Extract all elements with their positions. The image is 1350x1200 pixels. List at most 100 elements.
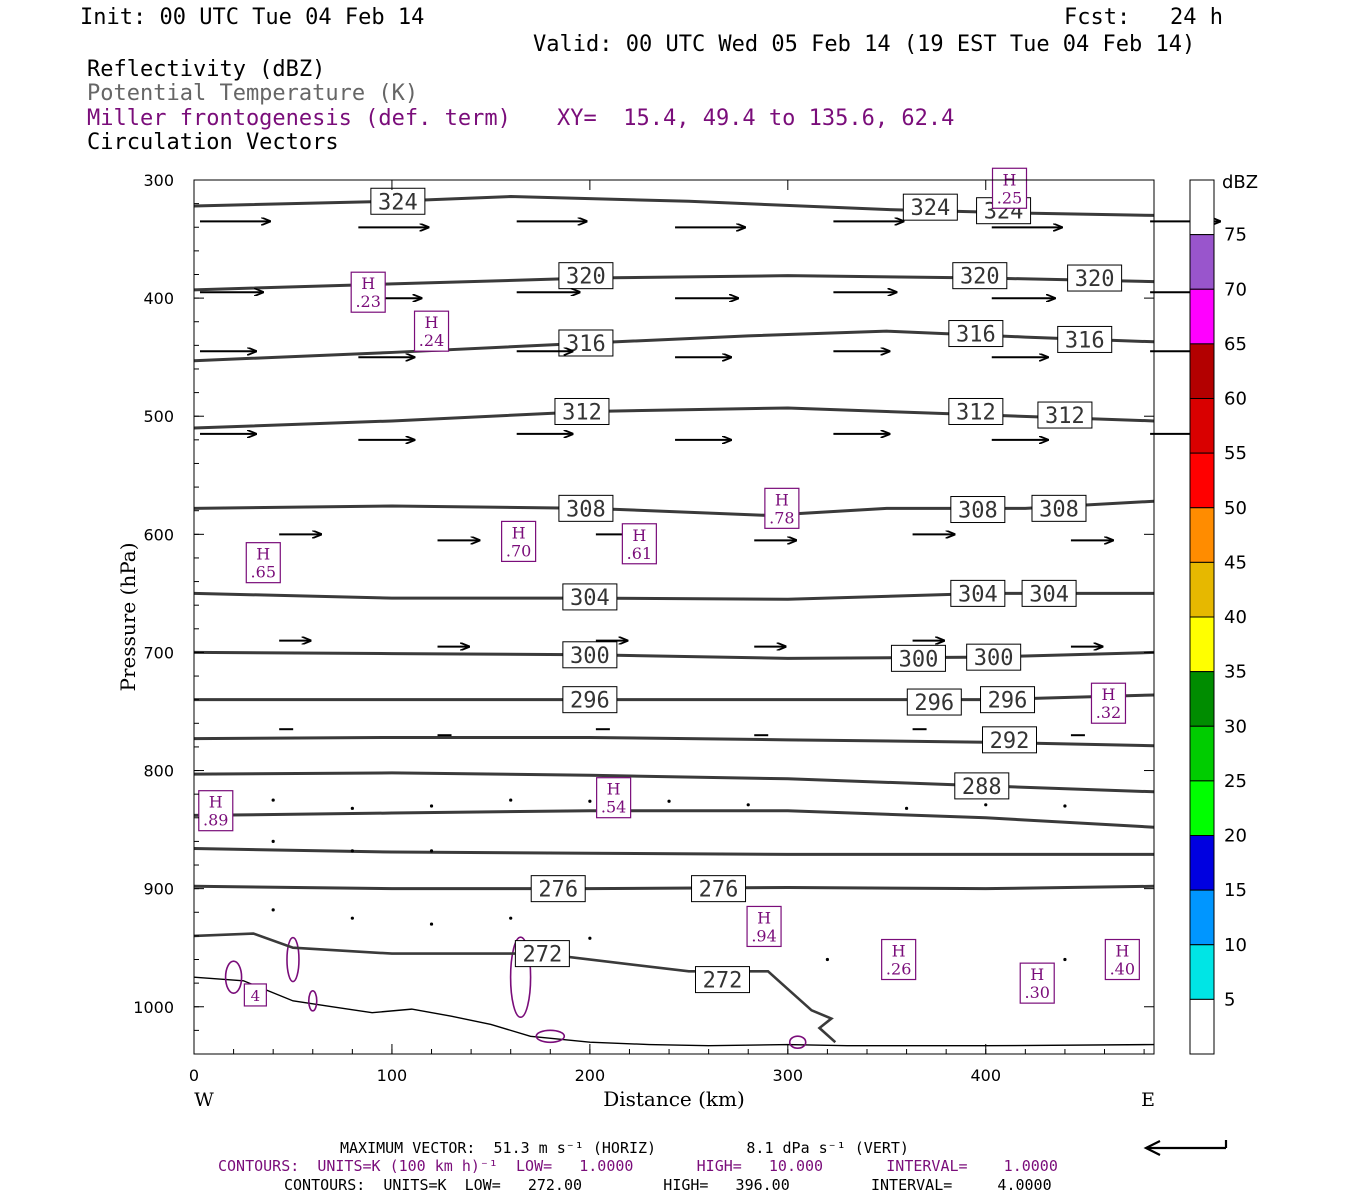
frontogenesis-max-value: .25 bbox=[997, 188, 1022, 207]
legend-title: dBZ bbox=[1222, 172, 1258, 193]
theta-label: 312 bbox=[1045, 404, 1085, 429]
frontogenesis-max-marker: H bbox=[512, 523, 526, 542]
field-reflectivity: Reflectivity (dBZ) bbox=[87, 57, 326, 82]
legend-level-label: 20 bbox=[1224, 826, 1247, 847]
circulation-vector-dot bbox=[1063, 957, 1067, 962]
theta-label: 320 bbox=[566, 265, 606, 290]
circulation-vector-dot bbox=[350, 806, 354, 810]
frontogenesis-max-marker: H bbox=[775, 490, 789, 509]
frontogenesis-label: 4 bbox=[251, 987, 261, 1005]
y-tick-label: 1000 bbox=[133, 998, 174, 1017]
theta-contour-320 bbox=[193, 274, 1155, 292]
frontogenesis-max-box bbox=[413, 310, 450, 352]
theta-label-box bbox=[948, 397, 1004, 425]
theta-label-box bbox=[691, 875, 747, 903]
frontogenesis-max-value: .54 bbox=[601, 798, 626, 817]
legend-level-label: 35 bbox=[1224, 662, 1247, 683]
theta-label: 304 bbox=[958, 582, 998, 607]
theta-label-box bbox=[558, 262, 614, 290]
circulation-vector-dot bbox=[1063, 804, 1067, 808]
circulation-vector-dot bbox=[271, 908, 275, 912]
x-tick-label: 100 bbox=[377, 1066, 408, 1085]
frontogenesis-max-value: .23 bbox=[355, 292, 380, 311]
circulation-vector-dot bbox=[588, 799, 592, 803]
theta-label-box bbox=[554, 397, 610, 425]
theta-contour-284 bbox=[193, 809, 1155, 829]
frontogenesis-max-box bbox=[991, 167, 1028, 209]
theta-label: 316 bbox=[1065, 328, 1105, 353]
theta-label-box bbox=[950, 496, 1006, 524]
x-tick-label: 400 bbox=[970, 1066, 1001, 1085]
theta-contour-304 bbox=[193, 591, 1154, 601]
theta-label: 320 bbox=[960, 265, 1000, 290]
frontogenesis-max-value: .24 bbox=[419, 331, 444, 350]
frontogenesis-max-value: .89 bbox=[203, 811, 228, 830]
circulation-vector-dot bbox=[509, 916, 513, 920]
frontogenesis-label-box bbox=[243, 983, 267, 1007]
frontogenesis-max-box bbox=[596, 777, 632, 819]
theta-label: 308 bbox=[566, 497, 606, 522]
frontogenesis-max-marker: H bbox=[425, 313, 439, 332]
legend-swatch bbox=[1189, 398, 1215, 454]
theta-label-box bbox=[562, 583, 618, 611]
frontogenesis-max-box bbox=[501, 520, 537, 563]
y-tick-label: 800 bbox=[143, 762, 174, 781]
theta-label-box bbox=[562, 641, 618, 669]
frontogenesis-max-marker: H bbox=[632, 526, 646, 545]
theta-label-box bbox=[558, 494, 614, 522]
theta-label: 304 bbox=[1029, 582, 1069, 607]
theta-contour-note: CONTOURS: UNITS=K LOW= 272.00 HIGH= 396.… bbox=[284, 1176, 1052, 1194]
frontogenesis-max-marker: H bbox=[892, 942, 906, 961]
frontogenesis-max-marker: H bbox=[757, 908, 771, 927]
frontogenesis-max-value: .32 bbox=[1096, 703, 1121, 722]
theta-label: 300 bbox=[899, 647, 939, 672]
legend-level-label: 70 bbox=[1224, 279, 1247, 300]
frontogenesis-max-box bbox=[245, 542, 281, 584]
frontogenesis-max-marker: H bbox=[256, 545, 270, 564]
circulation-vector-dot bbox=[429, 849, 434, 853]
frontogenesis-max-value: .40 bbox=[1110, 960, 1135, 979]
y-tick-label: 300 bbox=[143, 171, 174, 190]
frontogenesis-contour bbox=[788, 1035, 807, 1049]
theta-label: 276 bbox=[699, 878, 739, 903]
theta-label: 296 bbox=[988, 689, 1028, 714]
theta-contour-288 bbox=[193, 771, 1155, 794]
y-tick-label: 600 bbox=[143, 525, 174, 544]
frontogenesis-max-value: .65 bbox=[251, 563, 276, 582]
theta-label-box bbox=[530, 875, 586, 903]
theta-label: 300 bbox=[570, 644, 610, 669]
frontogenesis-max-marker: H bbox=[1101, 685, 1115, 704]
frontogenesis-max-value: .78 bbox=[769, 508, 794, 527]
theta-label-box bbox=[966, 643, 1022, 671]
frontogenesis-max-value: .26 bbox=[886, 960, 911, 979]
theta-label: 316 bbox=[566, 332, 606, 357]
frontogenesis-max-box bbox=[1090, 682, 1127, 724]
frontogenesis-max-value: .30 bbox=[1024, 983, 1049, 1002]
frontogenesis-max-marker: H bbox=[361, 274, 375, 293]
theta-label: 296 bbox=[570, 689, 610, 714]
circulation-vector-dot bbox=[667, 799, 671, 803]
legend-swatch bbox=[1189, 561, 1215, 618]
circulation-vector-dot bbox=[825, 957, 830, 962]
theta-label-box bbox=[1067, 264, 1123, 292]
legend-swatch bbox=[1189, 234, 1215, 290]
frontogenesis-max-value: .70 bbox=[506, 541, 531, 560]
theta-label-box bbox=[514, 940, 570, 968]
frontogenesis-max-marker: H bbox=[607, 780, 621, 799]
legend-swatch bbox=[1189, 671, 1215, 727]
y-tick-label: 500 bbox=[143, 407, 174, 426]
theta-contour-280 bbox=[193, 846, 1154, 856]
valid-time: Valid: 00 UTC Wed 05 Feb 14 (19 EST Tue … bbox=[533, 32, 1196, 57]
frontogenesis-max-value: .61 bbox=[627, 544, 652, 563]
frontogenesis-max-marker: H bbox=[1030, 965, 1044, 984]
reference-vector-arrow bbox=[1143, 1140, 1228, 1156]
circulation-vector-dot bbox=[429, 922, 434, 926]
theta-label: 312 bbox=[562, 400, 602, 425]
theta-label: 304 bbox=[570, 586, 610, 611]
circulation-vector-dot bbox=[350, 916, 354, 920]
theta-contour-308 bbox=[193, 499, 1155, 517]
ground-surface-line bbox=[193, 976, 1155, 1047]
legend-swatch bbox=[1189, 343, 1215, 399]
legend-swatch-top bbox=[1189, 179, 1215, 236]
